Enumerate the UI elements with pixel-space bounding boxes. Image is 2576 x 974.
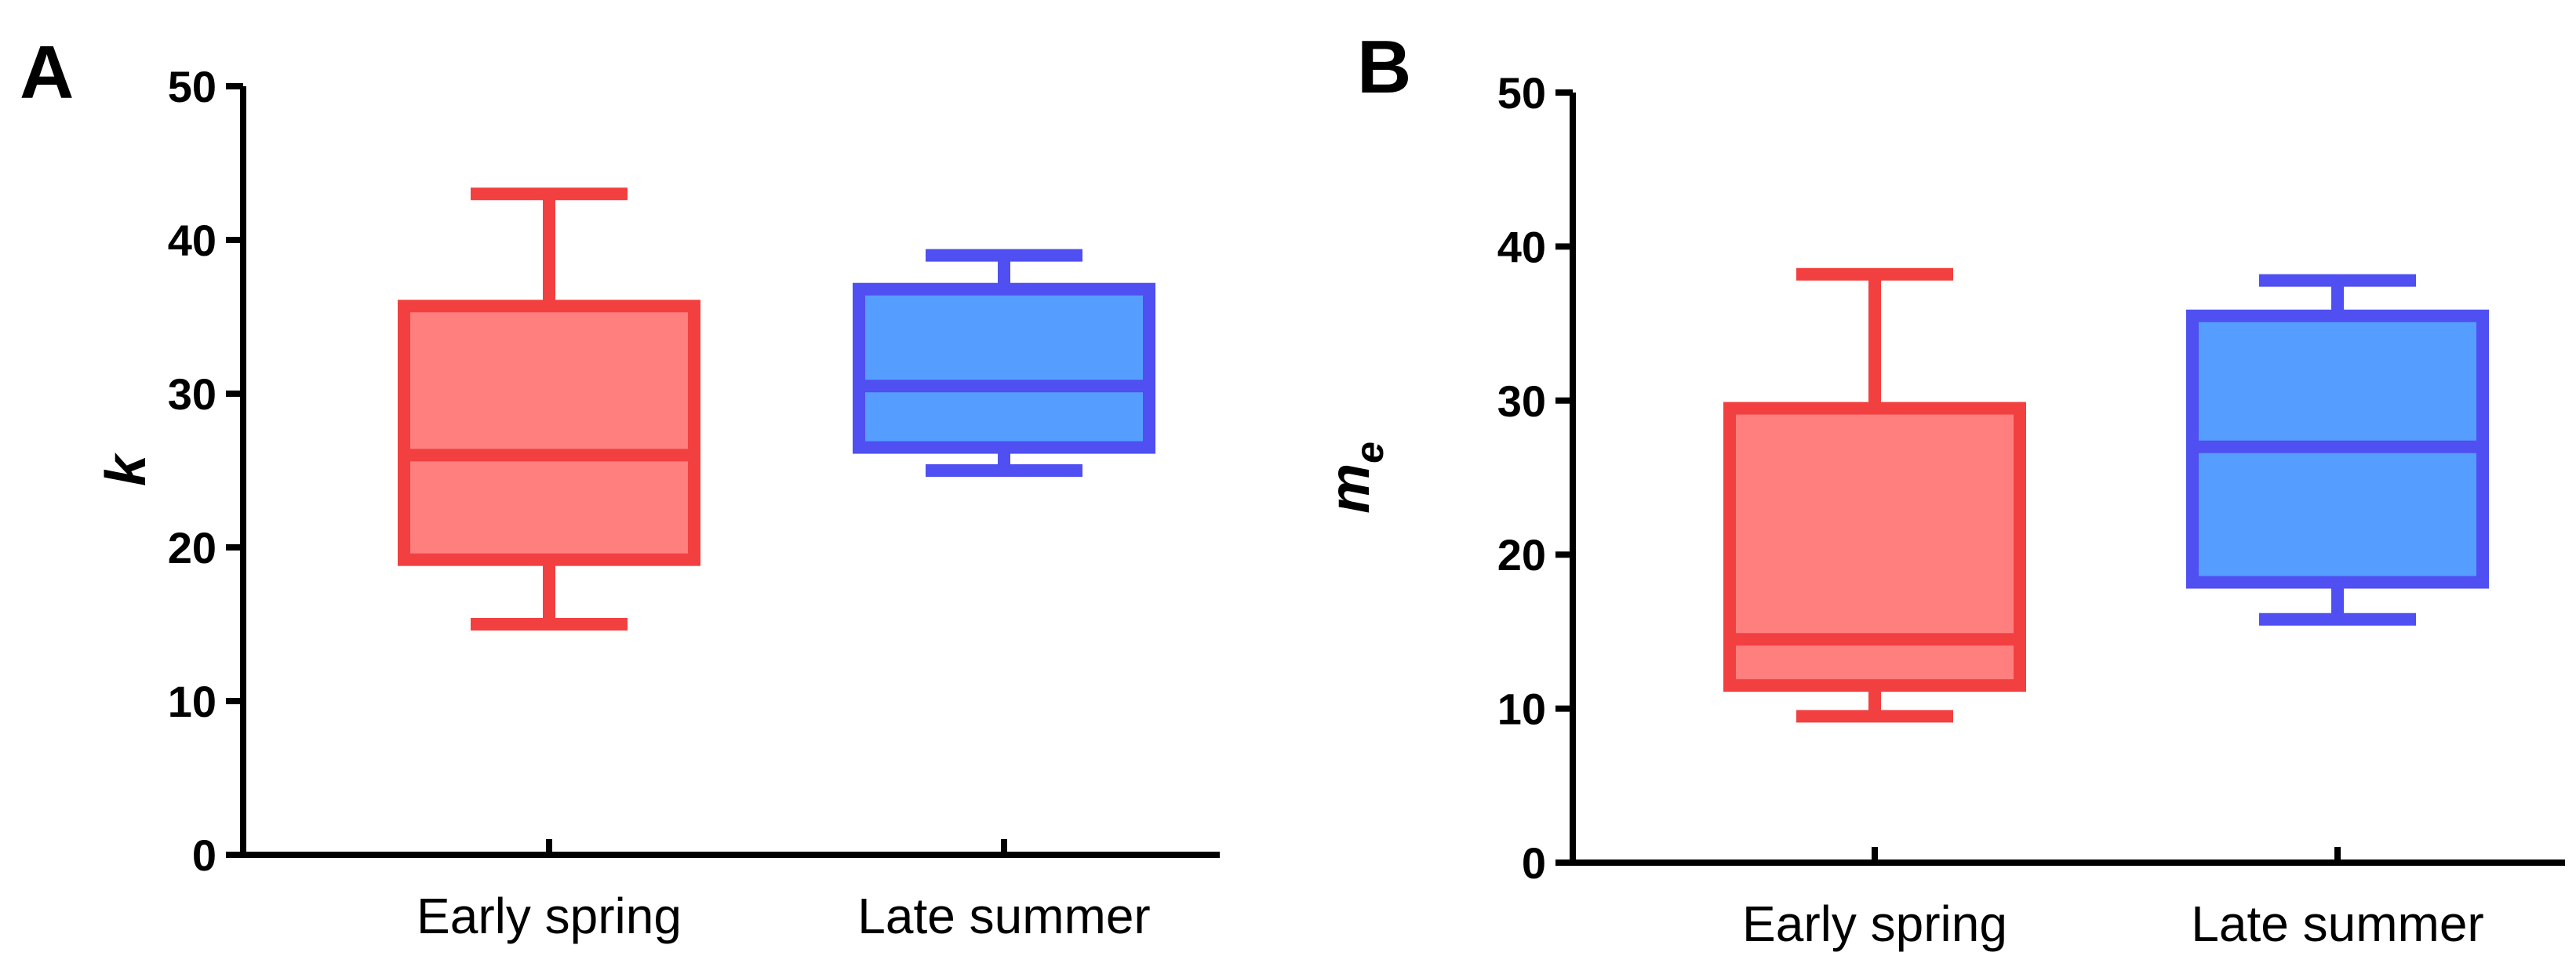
- x-category-label: Early spring: [1742, 896, 2007, 952]
- y-tick-label: 10: [168, 677, 216, 726]
- x-category-label: Late summer: [2191, 896, 2483, 952]
- box-early-spring: [398, 187, 700, 631]
- chart-panel-b: B 0 10 20 30 40 50 me Early spring Late summer: [1319, 25, 2565, 952]
- panel-label: A: [20, 31, 74, 114]
- x-category-label: Early spring: [417, 888, 682, 944]
- y-axis-label-main: m: [1319, 463, 1381, 514]
- y-tick-label: 0: [1522, 838, 1546, 888]
- y-tick-label: 10: [1497, 685, 1546, 734]
- y-axis-label-main: k: [95, 452, 158, 486]
- box-body: [853, 282, 1155, 454]
- y-tick-label: 30: [1497, 376, 1546, 426]
- panel-label: B: [1357, 25, 1411, 109]
- box-early-spring: [1723, 267, 2026, 723]
- y-tick-label: 40: [1497, 222, 1546, 271]
- y-tick-label: 50: [168, 62, 216, 111]
- y-axis-label-subscript: e: [1348, 442, 1392, 463]
- chart-panel-a: A 0 10 20 30 40 50 k Early spring Late summer: [20, 31, 1220, 944]
- box-late-summer: [853, 249, 1155, 477]
- y-tick-label: 20: [168, 523, 216, 572]
- y-tick-label: 0: [192, 830, 216, 880]
- y-axis-label: me: [1319, 442, 1392, 514]
- y-tick-label: 30: [168, 369, 216, 419]
- y-tick-label: 20: [1497, 530, 1546, 580]
- y-tick-label: 40: [168, 216, 216, 265]
- box-body: [398, 300, 700, 566]
- y-tick-label: 50: [1497, 68, 1546, 118]
- y-axis-label: k: [95, 452, 158, 486]
- x-category-label: Late summer: [857, 888, 1150, 944]
- box-late-summer: [2186, 274, 2489, 626]
